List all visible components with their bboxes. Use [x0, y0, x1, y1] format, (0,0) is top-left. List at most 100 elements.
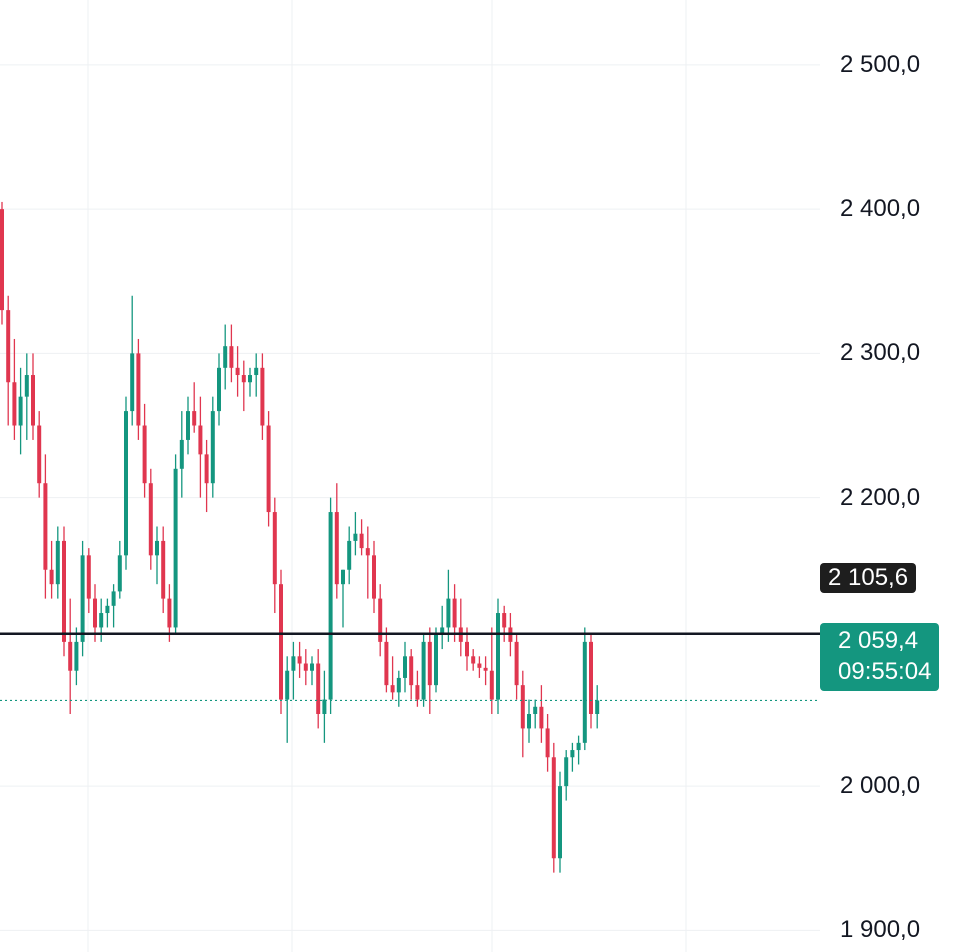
- candle: [322, 670, 327, 743]
- candle: [248, 367, 252, 397]
- candle: [452, 584, 457, 642]
- candle-body: [217, 367, 221, 412]
- candlestick-chart[interactable]: [0, 0, 820, 952]
- candle-body: [539, 706, 544, 729]
- candle-body: [223, 346, 228, 368]
- candle-countdown: 09:55:04: [838, 658, 932, 685]
- candle: [446, 569, 451, 642]
- y-tick-label: 2 200,0: [840, 483, 921, 511]
- candle: [80, 540, 85, 657]
- candle: [198, 396, 203, 498]
- candle: [43, 454, 48, 599]
- candle-body: [80, 555, 85, 642]
- candle-body: [62, 540, 66, 642]
- candle-body: [589, 641, 593, 714]
- candle: [403, 641, 407, 693]
- candle-body: [198, 425, 203, 455]
- candle: [99, 598, 104, 642]
- grid: [0, 0, 820, 952]
- candle-body: [496, 613, 500, 700]
- candle-body: [279, 584, 283, 700]
- candle-body: [99, 613, 104, 628]
- candle: [359, 519, 364, 556]
- candle-body: [179, 439, 184, 469]
- candle: [130, 295, 135, 426]
- candle-body: [502, 613, 507, 628]
- candle: [434, 627, 438, 693]
- candle-body: [316, 663, 321, 714]
- candle: [179, 411, 184, 498]
- candle: [595, 685, 600, 729]
- candle-body: [564, 757, 569, 787]
- candle-body: [235, 367, 240, 376]
- candle-body: [12, 382, 17, 426]
- candle-body: [558, 786, 562, 859]
- candle: [483, 656, 488, 686]
- candle: [6, 295, 11, 426]
- candle-body: [260, 367, 265, 426]
- candle: [316, 649, 321, 729]
- y-tick-label: 2 400,0: [840, 195, 921, 223]
- candle: [564, 750, 569, 801]
- candle: [37, 411, 42, 498]
- candle: [111, 584, 116, 628]
- candle: [105, 598, 110, 628]
- candle-body: [93, 598, 97, 628]
- y-tick-label: 2 500,0: [840, 50, 921, 78]
- candle: [520, 670, 525, 758]
- candle: [62, 526, 66, 657]
- last-price-value: 2 059,4: [838, 627, 919, 654]
- candle-body: [378, 598, 383, 642]
- candle-body: [254, 367, 259, 376]
- candle: [551, 742, 556, 873]
- candle-body: [130, 353, 135, 412]
- candle-body: [427, 641, 432, 686]
- candle: [477, 656, 482, 678]
- candle-body: [334, 512, 339, 585]
- candle-body: [37, 425, 42, 484]
- candle: [229, 324, 234, 383]
- candle: [117, 540, 122, 599]
- candle: [241, 360, 246, 412]
- candle-body: [241, 375, 246, 383]
- candle: [539, 685, 544, 743]
- candle: [49, 540, 54, 599]
- y-tick-label: 2 300,0: [840, 339, 921, 367]
- candle: [502, 605, 507, 642]
- candle: [576, 735, 581, 765]
- candle: [297, 641, 302, 678]
- candle-body: [18, 396, 23, 426]
- candle: [310, 656, 314, 686]
- candle-body: [6, 310, 11, 383]
- candle-body: [210, 411, 215, 484]
- candle-body: [359, 533, 364, 549]
- candle-body: [117, 555, 122, 592]
- candle-body: [551, 757, 556, 859]
- candle-body: [124, 411, 128, 556]
- candle: [384, 627, 389, 693]
- candle: [93, 584, 97, 642]
- candle-body: [328, 512, 333, 700]
- candle-body: [248, 375, 252, 383]
- candle: [440, 605, 445, 650]
- candle: [18, 367, 23, 455]
- candle-body: [372, 555, 376, 599]
- candle-body: [285, 670, 290, 700]
- candle: [341, 569, 345, 628]
- candle: [254, 353, 259, 397]
- candle-body: [204, 454, 209, 484]
- candle-body: [142, 425, 147, 484]
- candle-body: [31, 375, 35, 426]
- candle-body: [111, 591, 116, 606]
- candle-body: [514, 641, 519, 686]
- candle-body: [533, 706, 538, 714]
- candle-body: [446, 598, 451, 628]
- candle-body: [272, 512, 277, 585]
- candle-body: [471, 656, 476, 664]
- candle: [582, 627, 587, 751]
- candle-body: [477, 663, 482, 668]
- candle-body: [396, 677, 401, 693]
- candle-body: [576, 742, 581, 751]
- candle-body: [43, 483, 48, 570]
- candle: [527, 699, 531, 743]
